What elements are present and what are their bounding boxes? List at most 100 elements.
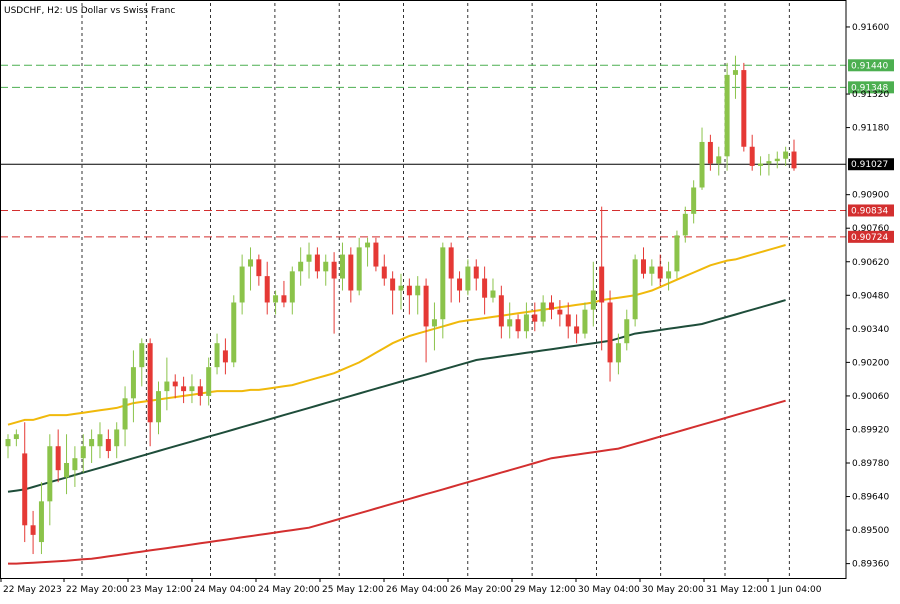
candle-body <box>164 381 170 392</box>
candle-body <box>22 453 28 526</box>
candle-body <box>674 235 680 272</box>
candle-bullish <box>97 422 103 459</box>
candle-body <box>540 302 546 322</box>
candle-bearish <box>22 422 28 543</box>
candle-bullish <box>490 278 496 303</box>
candle-bullish <box>239 254 245 315</box>
candle-bearish <box>607 290 613 382</box>
candle-body <box>97 434 103 447</box>
candle-body <box>189 386 195 392</box>
candle-bearish <box>599 206 605 351</box>
candle-bullish <box>465 259 471 296</box>
candle-bearish <box>749 134 755 171</box>
candle-bullish <box>72 446 78 487</box>
x-tick-label: 25 May 12:00 <box>322 585 384 595</box>
candle-body <box>147 343 153 423</box>
candle-bearish <box>281 280 287 308</box>
x-tick-label: 26 May 20:00 <box>450 585 512 595</box>
candle-body <box>565 314 571 327</box>
candle-bullish <box>156 381 162 435</box>
price-level-label: 0.90834 <box>851 206 888 216</box>
candle-body <box>47 446 53 502</box>
candle-body <box>114 429 120 447</box>
y-tick-label: 0.89640 <box>852 493 889 503</box>
candle-body <box>222 350 228 363</box>
candle-bearish <box>498 285 504 339</box>
candle-bullish <box>507 302 513 339</box>
candle-bullish <box>214 333 220 375</box>
candle-body <box>390 278 396 291</box>
candle-body <box>666 271 672 279</box>
candle-bullish <box>523 302 529 339</box>
candle-body <box>649 266 655 274</box>
candle-body <box>615 343 621 363</box>
candle-bearish <box>373 237 379 272</box>
candle-body <box>707 141 713 164</box>
candle-body <box>758 163 764 166</box>
candle-body <box>766 161 772 164</box>
candle-bullish <box>247 247 253 291</box>
candle-bearish <box>532 302 538 332</box>
candle-bullish <box>114 422 120 459</box>
candle-bullish <box>615 333 621 375</box>
candle-bearish <box>640 247 646 279</box>
candle-bearish <box>30 510 36 555</box>
candle-layer <box>5 55 797 555</box>
candle-body <box>30 525 36 535</box>
candle-body <box>465 266 471 291</box>
price-level-label: 0.91027 <box>851 160 888 170</box>
candle-body <box>457 278 463 291</box>
y-tick-label: 0.89360 <box>852 560 889 570</box>
candle-bullish <box>189 374 195 404</box>
candle-body <box>156 391 162 423</box>
candle-bearish <box>147 338 153 447</box>
candle-body <box>239 266 245 303</box>
candle-body <box>523 314 529 332</box>
candle-bullish <box>732 55 738 99</box>
candle-bearish <box>172 374 178 399</box>
candle-body <box>197 386 203 396</box>
candle-body <box>774 158 780 162</box>
x-tick-label: 23 May 12:00 <box>130 585 192 595</box>
price-level-label: 0.91440 <box>851 61 888 71</box>
candle-body <box>482 278 488 298</box>
candle-bullish <box>47 434 53 526</box>
candle-bullish <box>339 242 345 291</box>
candle-body <box>247 259 253 267</box>
moving-average-line <box>7 299 786 493</box>
candle-bullish <box>289 266 295 315</box>
candle-body <box>699 141 705 188</box>
candle-bullish <box>80 434 86 473</box>
candle-bullish <box>758 156 764 176</box>
price-level-label: 0.91348 <box>851 83 888 93</box>
y-tick-label: 0.90060 <box>852 392 889 402</box>
candle-bearish <box>565 302 571 339</box>
candle-body <box>72 458 78 471</box>
candle-body <box>105 439 111 452</box>
candle-body <box>206 367 212 396</box>
x-tick-label: 30 May 04:00 <box>578 585 640 595</box>
candle-bullish <box>231 295 237 368</box>
candle-bearish <box>331 252 337 334</box>
candle-body <box>130 367 136 399</box>
candle-bullish <box>5 434 11 459</box>
candle-body <box>55 446 61 471</box>
x-tick-label: 31 May 12:00 <box>706 585 768 595</box>
candle-body <box>139 343 145 368</box>
price-level-tag <box>848 158 894 171</box>
candle-body <box>498 295 504 327</box>
candle-body <box>231 302 237 363</box>
candle-bullish <box>415 276 421 315</box>
candle-body <box>549 302 555 310</box>
candle-bearish <box>741 62 747 152</box>
price-level-tag <box>848 81 894 94</box>
candle-body <box>13 434 19 440</box>
candle-body <box>214 343 220 368</box>
candle-bullish <box>206 357 212 406</box>
candle-bearish <box>105 429 111 459</box>
candle-body <box>331 261 337 279</box>
moving-average-layer <box>7 244 786 565</box>
candle-body <box>381 266 387 279</box>
candle-bullish <box>431 302 437 351</box>
